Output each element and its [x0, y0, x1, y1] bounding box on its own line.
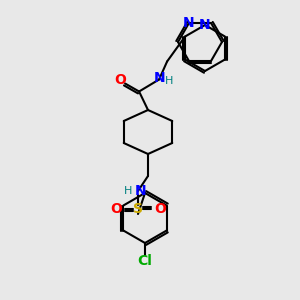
Text: O: O	[110, 202, 122, 216]
Text: H: H	[124, 186, 132, 196]
Text: S: S	[133, 202, 143, 216]
Text: H: H	[165, 76, 173, 86]
Text: N: N	[199, 18, 211, 32]
Text: Cl: Cl	[138, 254, 152, 268]
Text: N: N	[153, 70, 165, 85]
Text: N: N	[183, 16, 195, 30]
Text: O: O	[154, 202, 166, 216]
Text: N: N	[135, 184, 147, 198]
Text: O: O	[114, 74, 126, 88]
